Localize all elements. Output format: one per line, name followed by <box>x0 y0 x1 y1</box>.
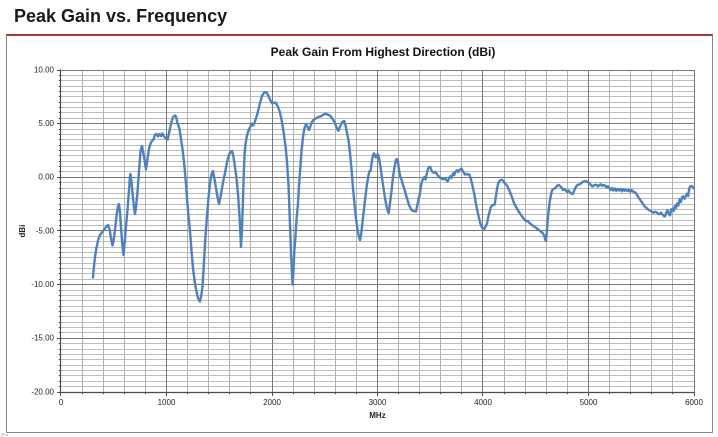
svg-text:dBi: dBi <box>18 225 27 238</box>
svg-text:-5.00: -5.00 <box>36 226 55 235</box>
svg-text:6000: 6000 <box>685 398 703 407</box>
svg-text:1000: 1000 <box>158 398 176 407</box>
svg-text:5000: 5000 <box>580 398 598 407</box>
svg-text:-20.00: -20.00 <box>31 387 54 396</box>
svg-text:3000: 3000 <box>369 398 387 407</box>
svg-text:5.00: 5.00 <box>38 119 54 128</box>
svg-text:0.00: 0.00 <box>38 173 54 182</box>
svg-text:MHz: MHz <box>369 411 385 420</box>
svg-text:0: 0 <box>59 398 64 407</box>
svg-text:-15.00: -15.00 <box>31 334 54 343</box>
svg-text:4000: 4000 <box>474 398 492 407</box>
svg-text:2000: 2000 <box>263 398 281 407</box>
svg-text:-10.00: -10.00 <box>31 280 54 289</box>
svg-text:10.00: 10.00 <box>34 65 55 74</box>
